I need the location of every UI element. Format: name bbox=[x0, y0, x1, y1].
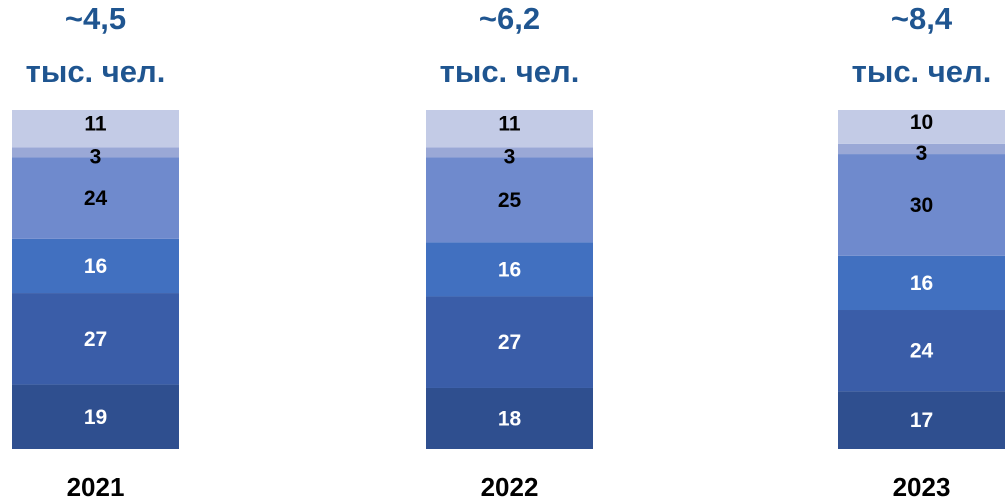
data-label-2023-1: 24 bbox=[910, 340, 934, 363]
data-label-2021-3: 24 bbox=[84, 187, 108, 210]
bar-segment-2022-2 bbox=[426, 242, 593, 297]
bar-segment-2021-3 bbox=[12, 157, 179, 239]
x-tick-label-2023: 2023 bbox=[893, 472, 951, 499]
bar-2021: 19 27 16 24 3 11 bbox=[12, 110, 179, 449]
bar-segment-2021-1 bbox=[12, 293, 179, 385]
x-tick-label-2022: 2022 bbox=[481, 472, 539, 499]
data-label-2023-4: 3 bbox=[916, 142, 928, 165]
data-label-2022-4: 3 bbox=[504, 145, 516, 168]
data-label-2022-0: 18 bbox=[498, 407, 522, 430]
total-value-2021: ~4,5 bbox=[65, 1, 126, 36]
data-label-2022-3: 25 bbox=[498, 189, 522, 212]
total-unit-2021: тыс. чел. bbox=[26, 54, 166, 89]
total-unit-2022: тыс. чел. bbox=[440, 54, 580, 89]
bar-segment-2022-0 bbox=[426, 387, 593, 449]
bar-segment-2023-0 bbox=[838, 391, 1005, 449]
total-value-2023: ~8,4 bbox=[891, 1, 953, 36]
data-label-2023-2: 16 bbox=[910, 272, 933, 295]
bar-segment-2021-2 bbox=[12, 238, 179, 294]
bar-2022: 18 27 16 25 3 11 bbox=[426, 110, 593, 449]
data-label-2021-0: 19 bbox=[84, 406, 107, 429]
data-label-2021-4: 3 bbox=[90, 145, 102, 168]
data-label-2022-2: 16 bbox=[498, 258, 521, 281]
bar-segment-2022-3 bbox=[426, 157, 593, 243]
bar-segment-2023-4 bbox=[838, 143, 1005, 155]
bar-segment-2023-2 bbox=[838, 255, 1005, 311]
data-label-2021-5: 11 bbox=[84, 113, 107, 136]
bar-segment-2021-4 bbox=[12, 147, 179, 158]
data-label-2023-5: 10 bbox=[910, 111, 933, 134]
data-label-2022-1: 27 bbox=[498, 331, 521, 354]
bar-segment-2022-5 bbox=[426, 110, 593, 148]
bar-segment-2023-3 bbox=[838, 154, 1005, 256]
bar-2023: 17 24 16 30 3 10 bbox=[838, 110, 1005, 449]
data-label-2021-2: 16 bbox=[84, 255, 107, 278]
bar-segment-2021-5 bbox=[12, 110, 179, 148]
data-label-2023-0: 17 bbox=[910, 409, 933, 432]
total-unit-2023: тыс. чел. bbox=[852, 54, 992, 89]
total-value-2022: ~6,2 bbox=[479, 1, 540, 36]
bar-segment-2022-4 bbox=[426, 147, 593, 158]
bar-segment-2023-1 bbox=[838, 310, 1005, 392]
data-label-2021-1: 27 bbox=[84, 328, 107, 351]
bar-segment-2022-1 bbox=[426, 296, 593, 388]
data-label-2023-3: 30 bbox=[910, 194, 933, 217]
bar-segment-2023-5 bbox=[838, 110, 1005, 144]
data-label-2022-5: 11 bbox=[498, 113, 521, 136]
x-tick-label-2021: 2021 bbox=[67, 472, 125, 499]
bar-segment-2021-0 bbox=[12, 384, 179, 449]
